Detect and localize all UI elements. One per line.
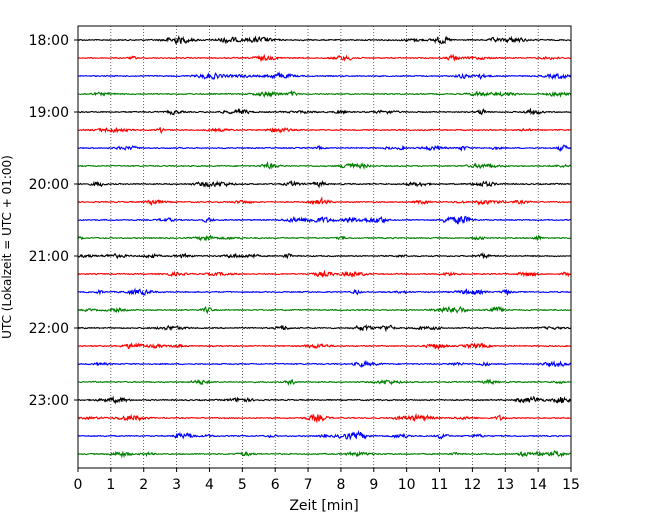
trace-1845 xyxy=(77,89,572,98)
trace-2300 xyxy=(77,395,572,405)
trace-2100 xyxy=(77,251,572,260)
x-tick-label: 4 xyxy=(205,477,214,493)
y-tick-label: 21:00 xyxy=(29,249,69,265)
x-tick-label: 8 xyxy=(336,477,345,493)
x-tick-label: 0 xyxy=(74,477,83,493)
plot-frame xyxy=(77,25,572,469)
trace-2015 xyxy=(77,196,572,206)
x-tick-label: 15 xyxy=(562,477,580,493)
seismic-traces xyxy=(77,34,572,459)
trace-2230 xyxy=(78,359,572,368)
trace-2145 xyxy=(77,305,572,315)
x-tick-label: 2 xyxy=(139,477,148,493)
trace-2000 xyxy=(77,179,572,189)
x-tick-label: 14 xyxy=(529,477,547,493)
x-tick-label: 5 xyxy=(238,477,247,493)
y-tick-label: 18:00 xyxy=(29,33,69,49)
trace-2130 xyxy=(77,287,572,297)
trace-1930 xyxy=(77,144,572,153)
x-tick-label: 12 xyxy=(463,477,481,493)
trace-1945 xyxy=(77,160,572,171)
y-axis-ticks: 18:00 19:00 20:00 21:00 22:00 23:00 xyxy=(29,33,78,409)
trace-2215 xyxy=(77,341,572,351)
x-axis-label: Zeit [min] xyxy=(289,498,358,514)
trace-1830 xyxy=(77,71,572,81)
plot-area xyxy=(78,26,571,468)
trace-2045 xyxy=(77,234,572,242)
trace-1900 xyxy=(77,107,572,116)
trace-2200 xyxy=(77,323,572,333)
trace-1915 xyxy=(77,126,572,134)
x-tick-label: 10 xyxy=(398,477,416,493)
x-tick-label: 3 xyxy=(172,477,181,493)
trace-1800 xyxy=(77,34,572,46)
y-tick-label: 23:00 xyxy=(29,393,69,409)
trace-2315 xyxy=(77,412,572,424)
x-tick-label: 11 xyxy=(431,477,449,493)
trace-2030 xyxy=(77,215,572,225)
x-tick-label: 13 xyxy=(496,477,514,493)
y-axis-label: UTC (Lokalzeit = UTC + 01:00) xyxy=(0,155,14,339)
x-tick-label: 6 xyxy=(271,477,280,493)
x-tick-label: 9 xyxy=(369,477,378,493)
y-tick-label: 19:00 xyxy=(29,105,69,121)
x-tick-label: 7 xyxy=(304,477,313,493)
trace-2345 xyxy=(77,450,572,459)
y-tick-label: 20:00 xyxy=(29,177,69,193)
x-tick-label: 1 xyxy=(106,477,115,493)
trace-1815 xyxy=(77,53,572,63)
y-tick-label: 22:00 xyxy=(29,321,69,337)
trace-2330 xyxy=(77,430,572,441)
trace-2245 xyxy=(77,378,572,387)
trace-2115 xyxy=(77,269,572,279)
x-axis-ticks: 0 1 2 3 4 5 6 7 8 9 10 11 12 13 14 15 xyxy=(74,468,580,493)
